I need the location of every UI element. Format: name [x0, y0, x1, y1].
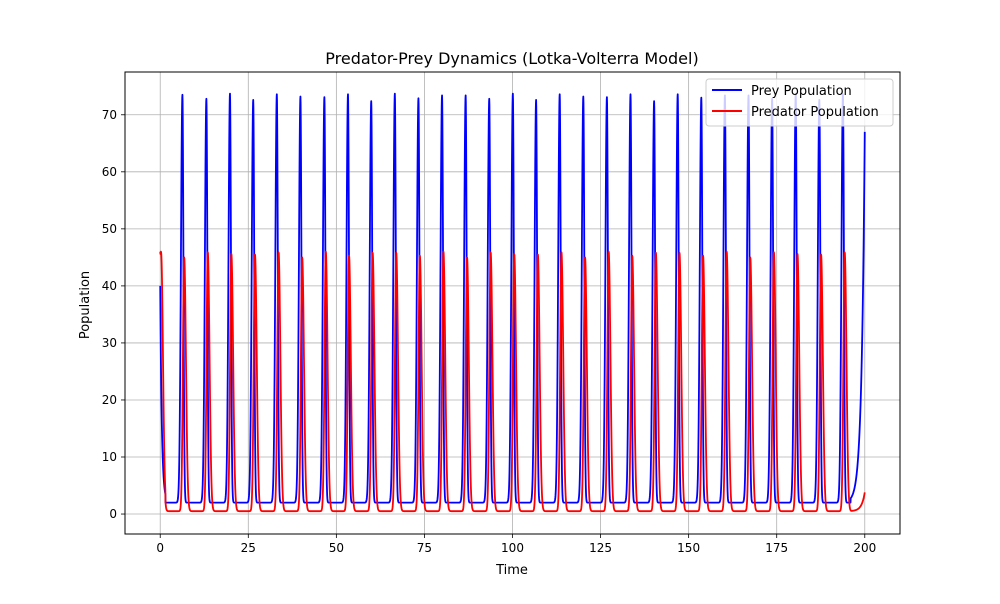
x-axis-ticks: 0 25 50 75 100 125 150 175 200	[156, 534, 876, 555]
legend-prey-label: Prey Population	[751, 84, 852, 99]
y-tick-label: 30	[102, 336, 117, 350]
y-axis-label: Population	[78, 271, 93, 339]
x-axis-label: Time	[495, 563, 528, 578]
legend: Prey Population Predator Population	[705, 78, 894, 127]
legend-predator-label: Predator Population	[751, 105, 879, 120]
x-tick-label: 200	[853, 541, 876, 555]
legend-box	[705, 78, 894, 127]
x-tick-label: 75	[417, 541, 432, 555]
y-tick-label: 60	[102, 165, 117, 179]
plot-lines	[159, 92, 866, 513]
y-tick-label: 20	[102, 393, 117, 407]
x-tick-label: 100	[501, 541, 524, 555]
y-tick-label: 10	[102, 450, 117, 464]
y-tick-label: 0	[109, 507, 117, 521]
y-tick-label: 40	[102, 279, 117, 293]
x-tick-label: 125	[589, 541, 612, 555]
x-tick-label: 150	[677, 541, 700, 555]
x-tick-label: 50	[329, 541, 344, 555]
y-axis-ticks: 0 10 20 30 40 50 60 70	[102, 108, 125, 521]
predator-population-line	[159, 250, 866, 513]
y-tick-label: 70	[102, 108, 117, 122]
y-tick-label: 50	[102, 222, 117, 236]
x-tick-label: 175	[765, 541, 788, 555]
x-tick-label: 25	[241, 541, 256, 555]
prey-population-line	[159, 92, 866, 504]
x-tick-label: 0	[156, 541, 164, 555]
chart-title: Predator-Prey Dynamics (Lotka-Volterra M…	[325, 49, 698, 68]
